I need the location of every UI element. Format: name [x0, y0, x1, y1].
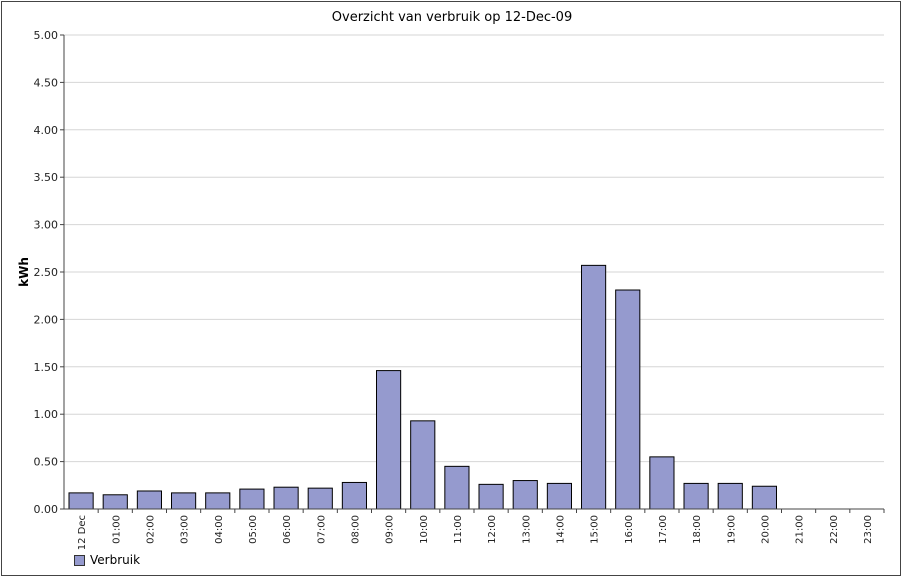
- bar: [205, 492, 231, 510]
- y-tick-label: 4.00: [34, 124, 59, 137]
- y-tick-label: 0.00: [34, 503, 59, 516]
- bar: [581, 264, 607, 510]
- bar: [239, 488, 265, 510]
- x-tick-label: 18:00: [692, 515, 703, 544]
- x-tick-label: 14:00: [555, 515, 566, 544]
- x-tick-label: 22:00: [829, 515, 840, 544]
- y-tick-label: 2.50: [34, 266, 59, 279]
- bar: [683, 482, 709, 510]
- chart-title: Overzicht van verbruik op 12-Dec-09: [331, 10, 573, 25]
- y-tick-label: 5.00: [34, 29, 59, 42]
- y-tick-label: 1.00: [34, 408, 59, 421]
- bar: [512, 480, 538, 510]
- bar: [307, 487, 333, 510]
- y-tick-label: 3.00: [34, 219, 59, 232]
- x-tick-label: 08:00: [350, 515, 361, 544]
- bar: [546, 482, 572, 510]
- x-tick-label: 11:00: [453, 515, 464, 544]
- bar: [649, 456, 675, 510]
- bar: [376, 370, 402, 510]
- bar: [68, 492, 94, 510]
- y-tick-label: 4.50: [34, 76, 59, 89]
- x-tick-label: 10:00: [419, 515, 430, 544]
- y-tick-label: 0.50: [34, 456, 59, 469]
- bar: [444, 465, 470, 510]
- y-tick-label: 1.50: [34, 361, 59, 374]
- x-tick-label: 15:00: [590, 515, 601, 544]
- bar: [341, 481, 368, 510]
- x-tick-label: 02:00: [145, 515, 156, 544]
- x-tick-label: 05:00: [248, 515, 259, 544]
- x-tick-label: 06:00: [282, 515, 293, 544]
- bar: [136, 490, 162, 510]
- bar: [478, 483, 504, 510]
- x-tick-label: 17:00: [658, 515, 669, 544]
- x-tick-label: 12:00: [487, 515, 498, 544]
- x-tick-label: 12 Dec: [77, 515, 88, 550]
- x-tick-label: 21:00: [795, 515, 806, 544]
- x-tick-label: 09:00: [385, 515, 396, 544]
- x-tick-label: 01:00: [111, 515, 122, 544]
- bar: [751, 485, 777, 510]
- x-tick-label: 04:00: [214, 515, 225, 544]
- x-tick-label: 20:00: [760, 515, 771, 544]
- bar: [717, 482, 743, 510]
- bar: [171, 492, 197, 510]
- bar: [410, 420, 436, 510]
- bar: [102, 494, 128, 510]
- bar: [273, 486, 299, 510]
- legend-swatch-verbruik: [74, 554, 85, 566]
- x-tick-label: 13:00: [521, 515, 532, 544]
- x-tick-label: 03:00: [180, 515, 191, 544]
- x-tick-label: 23:00: [863, 515, 874, 544]
- x-tick-label: 16:00: [624, 515, 635, 544]
- legend: Verbruik: [74, 553, 140, 567]
- legend-label-verbruik: Verbruik: [90, 553, 141, 567]
- bar: [615, 289, 641, 510]
- y-tick-label: 2.00: [34, 313, 59, 326]
- y-tick-label: 3.50: [34, 171, 59, 184]
- x-tick-label: 07:00: [316, 515, 327, 544]
- x-tick-label: 19:00: [726, 515, 737, 544]
